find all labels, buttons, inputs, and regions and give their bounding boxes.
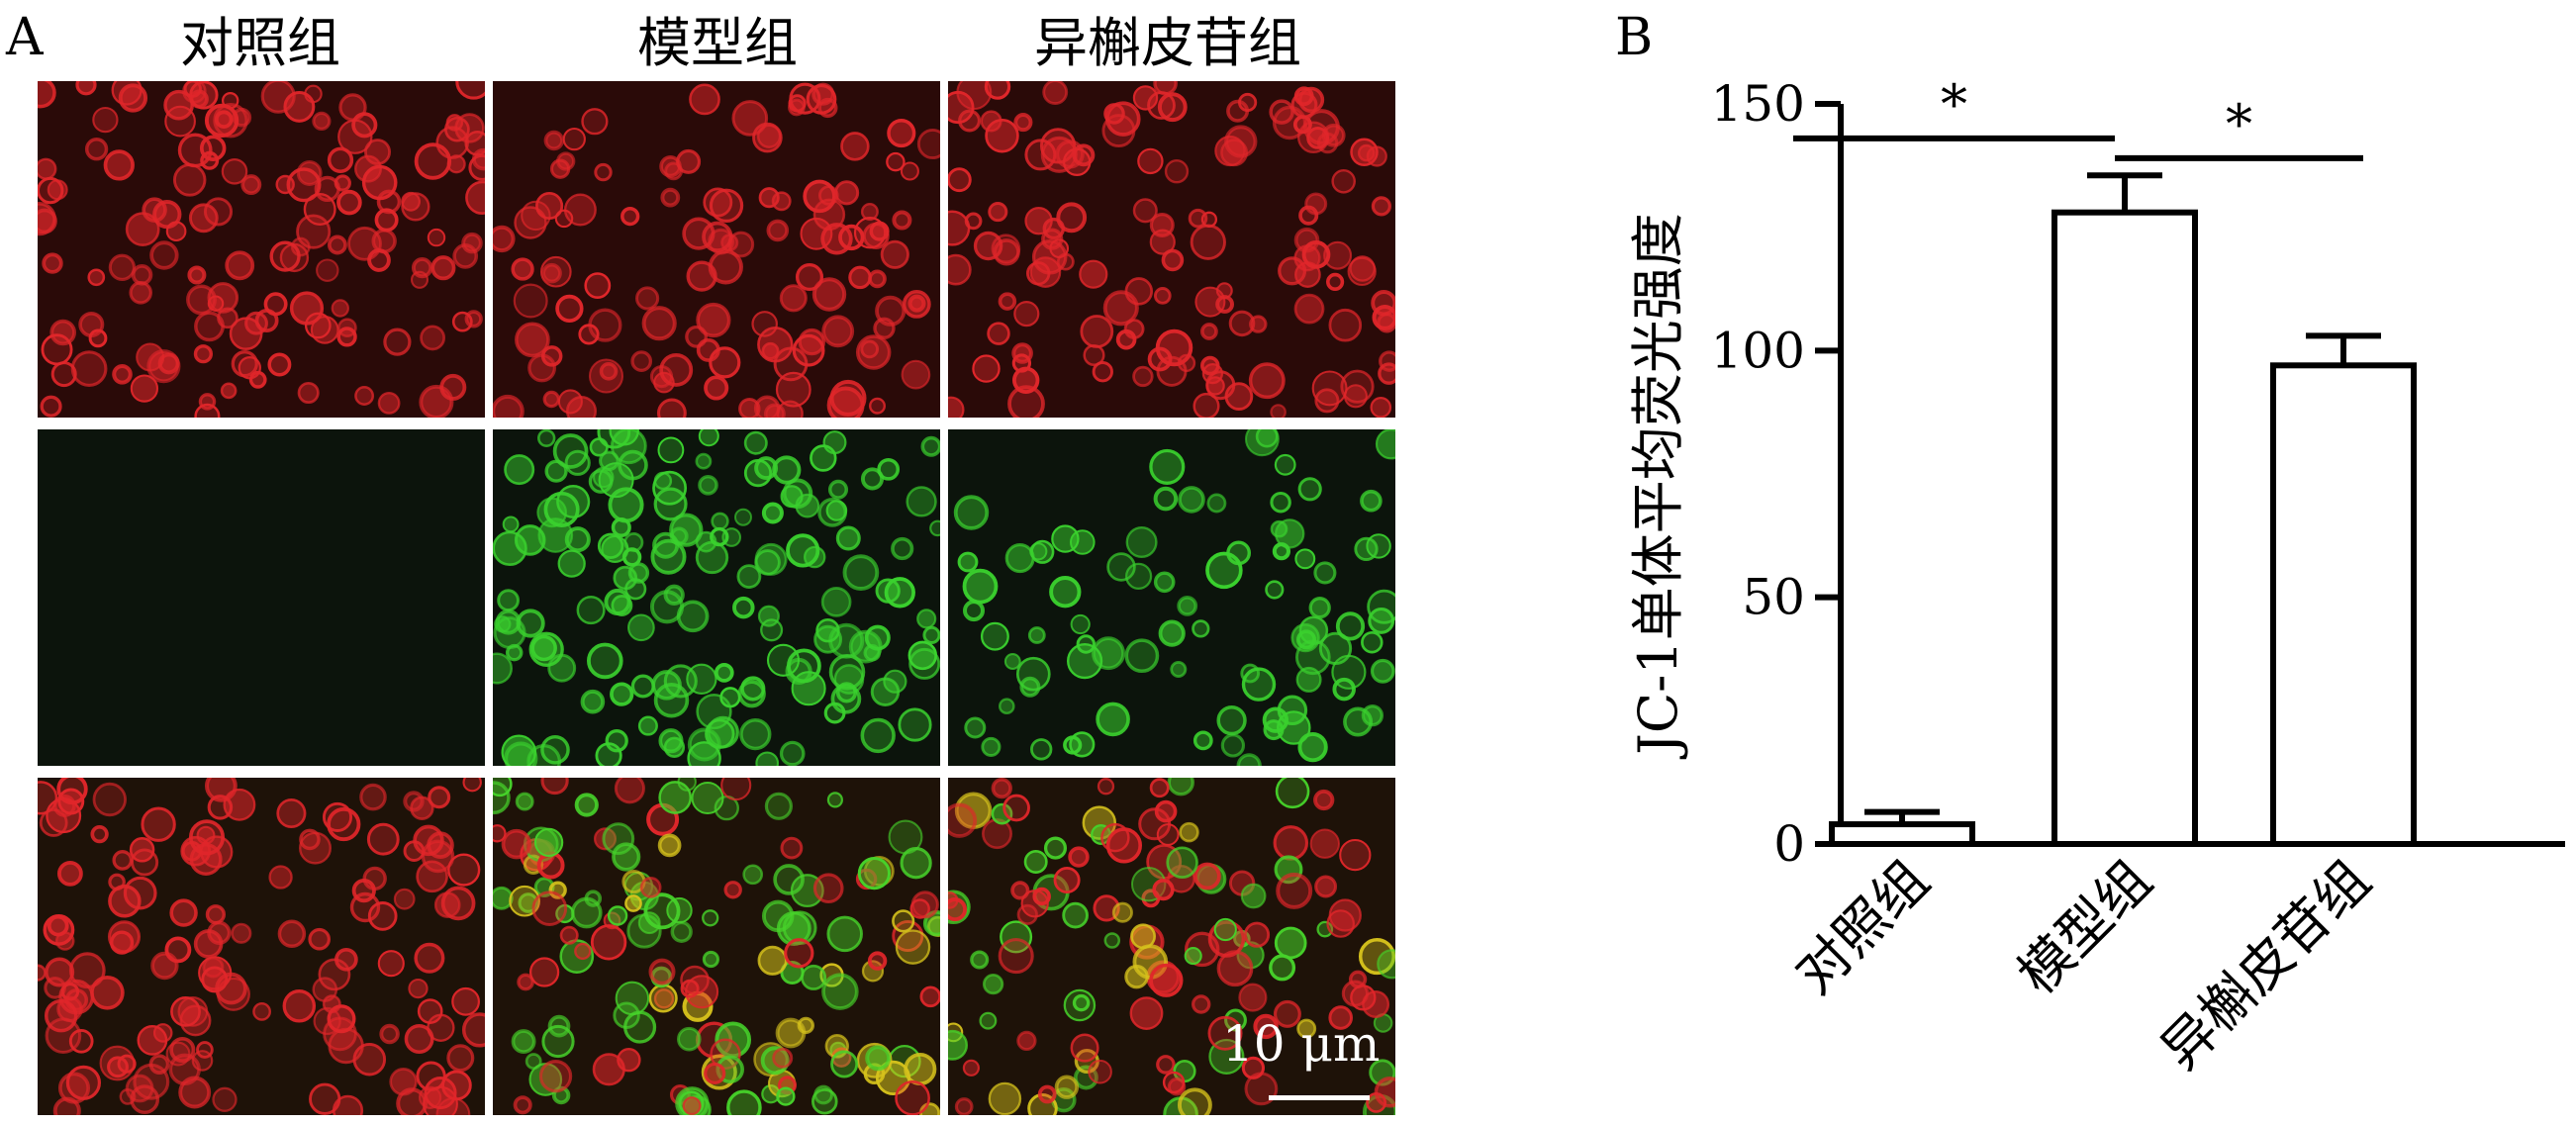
y-axis-label: JC-1单体平均荧光强度 xyxy=(1627,213,1689,760)
y-tick-label-0: 0 xyxy=(1773,815,1805,873)
y-tick-label-50: 50 xyxy=(1742,569,1805,626)
micrograph-isoquercitrin-red xyxy=(948,81,1395,418)
micrograph-model-green xyxy=(493,429,940,766)
y-tick-label-150: 150 xyxy=(1711,75,1805,133)
micrograph-grid xyxy=(38,81,1395,1115)
micrograph-isoquercitrin-green xyxy=(948,429,1395,766)
bar-1 xyxy=(2051,209,2198,847)
micrograph-isoquercitrin-merge xyxy=(948,778,1395,1115)
x-tick-label-2: 异槲皮苷组 xyxy=(2149,849,2382,1081)
panel-a-label: A xyxy=(6,8,44,67)
micrograph-model-merge xyxy=(493,778,940,1115)
x-tick-label-0: 对照组 xyxy=(1783,849,1941,1006)
column-title-control: 对照组 xyxy=(180,12,340,74)
bar-2 xyxy=(2270,362,2417,847)
y-tick-label-100: 100 xyxy=(1711,322,1805,379)
significance-star-0: * xyxy=(1941,73,1967,136)
micrograph-model-red xyxy=(493,81,940,418)
scale-bar xyxy=(1269,1095,1370,1100)
micrograph-control-red xyxy=(38,81,485,418)
x-tick-label-1: 模型组 xyxy=(2006,849,2163,1006)
micrograph-control-green xyxy=(38,429,485,766)
column-title-isoquercitrin: 异槲皮苷组 xyxy=(1034,12,1301,74)
scale-bar-label: 10 μm xyxy=(1222,1015,1381,1073)
significance-star-1: * xyxy=(2226,93,2252,155)
micrograph-control-merge xyxy=(38,778,485,1115)
panel-b-label: B xyxy=(1615,8,1654,67)
column-title-model: 模型组 xyxy=(637,12,798,74)
bar-0 xyxy=(1829,821,1975,848)
